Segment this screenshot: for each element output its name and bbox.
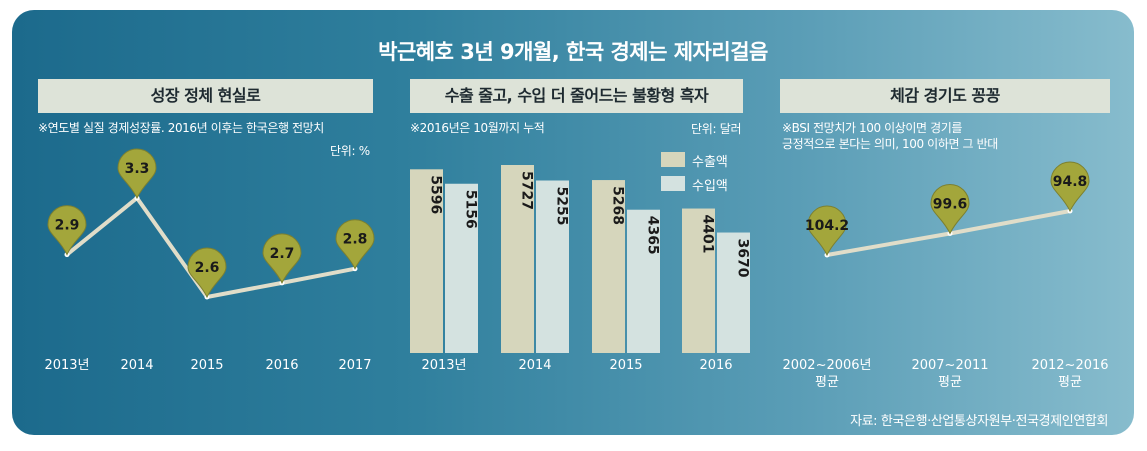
- charts-canvas: 2.9 3.3 2.6 2.7 2.8 2013년 2014 2015 2016 2017 5596…: [44, 148, 1109, 390]
- trade-x-tick-3: 2016: [699, 358, 732, 373]
- growth-point-3-label: 2.7: [270, 246, 295, 262]
- trade-bar-label-import-3: 3670: [735, 239, 751, 278]
- bsi-point-1-label: 99.6: [933, 196, 968, 212]
- bsi-x-tick-2-line-2: 평균: [1058, 375, 1082, 390]
- growth-x-tick-3: 2016: [265, 358, 298, 373]
- bsi-note-line-2: 긍정적으로 본다는 의미, 100 이하면 그 반대: [782, 137, 998, 151]
- bsi-point-2-label: 94.8: [1053, 174, 1088, 190]
- bsi-point-1-marker: [930, 184, 970, 235]
- growth-point-4-label: 2.8: [343, 232, 368, 248]
- legend-swatch-export: [661, 152, 685, 167]
- bsi-point-0-label: 104.2: [805, 218, 849, 234]
- trade-bar-export-1: [501, 165, 534, 353]
- growth-point-0-label: 2.9: [55, 218, 80, 234]
- trade-bar-export-0: [410, 169, 443, 353]
- growth-panel-title: 성장 정체 현실로: [38, 79, 373, 113]
- trade-bar-label-import-2: 4365: [645, 216, 661, 255]
- legend-swatch-import: [661, 176, 685, 191]
- trade-bar-import-0: [445, 183, 478, 353]
- growth-x-tick-0: 2013년: [44, 358, 89, 373]
- trade-bar-export-2: [592, 180, 625, 353]
- trade-x-tick-2: 2015: [609, 358, 642, 373]
- growth-point-1-marker: [117, 148, 157, 200]
- trade-bar-export-3: [682, 208, 715, 353]
- growth-point-0-marker: [47, 205, 87, 256]
- legend-label-import: 수입액: [692, 179, 728, 194]
- trade-bar-label-export-2: 5268: [610, 186, 626, 225]
- growth-unit: 단위: %: [330, 144, 370, 158]
- infographic-frame: 박근혜호 3년 9개월, 한국 경제는 제자리걸음 성장 정체 현실로 ※연도별…: [12, 10, 1134, 435]
- bsi-x-tick-1-line-1: 2007~2011: [911, 358, 988, 373]
- main-title: 박근혜호 3년 9개월, 한국 경제는 제자리걸음: [378, 40, 768, 64]
- trade-bar-label-import-0: 5156: [463, 190, 479, 229]
- legend-label-export: 수출액: [692, 155, 728, 170]
- trade-bar-import-2: [627, 209, 660, 353]
- trade-bar-label-export-0: 5596: [428, 175, 444, 214]
- bsi-note-line-1: ※BSI 전망치가 100 이상이면 경기를: [782, 121, 963, 135]
- growth-point-1-label: 3.3: [125, 161, 150, 177]
- growth-point-4-marker: [335, 219, 375, 270]
- growth-point-3-marker: [262, 233, 302, 285]
- growth-point-2-marker: [187, 247, 227, 299]
- bsi-point-0-marker: [807, 205, 847, 257]
- trade-bar-label-export-1: 5727: [519, 171, 535, 210]
- source-credit: 자료: 한국은행·산업통상자원부·전국경제인연합회: [850, 414, 1108, 429]
- growth-x-tick-4: 2017: [338, 358, 371, 373]
- trade-bar-label-import-1: 5255: [554, 186, 570, 225]
- growth-x-tick-1: 2014: [120, 358, 153, 373]
- bsi-panel-title: 체감 경기도 꽁꽁: [780, 79, 1110, 113]
- bsi-x-tick-2-line-1: 2012~2016: [1031, 358, 1108, 373]
- trade-bar-import-1: [536, 180, 569, 353]
- trade-panel-title: 수출 줄고, 수입 더 줄어드는 불황형 흑자: [410, 79, 743, 113]
- trade-bar-import-3: [717, 232, 750, 353]
- bsi-point-2-marker: [1050, 161, 1090, 213]
- trade-note: ※2016년은 10월까지 누적: [410, 121, 545, 135]
- bsi-x-tick-1-line-2: 평균: [938, 375, 962, 390]
- growth-x-tick-2: 2015: [190, 358, 223, 373]
- trade-x-tick-0: 2013년: [421, 358, 466, 373]
- bsi-x-tick-0-line-1: 2002~2006년: [782, 358, 871, 373]
- trade-bar-label-export-3: 4401: [700, 215, 716, 254]
- growth-note: ※연도별 실질 경제성장률. 2016년 이후는 한국은행 전망치: [38, 121, 324, 135]
- growth-point-2-label: 2.6: [195, 260, 220, 276]
- bsi-x-tick-0-line-2: 평균: [815, 375, 839, 390]
- trade-unit: 단위: 달러: [691, 122, 742, 136]
- trade-x-tick-1: 2014: [518, 358, 551, 373]
